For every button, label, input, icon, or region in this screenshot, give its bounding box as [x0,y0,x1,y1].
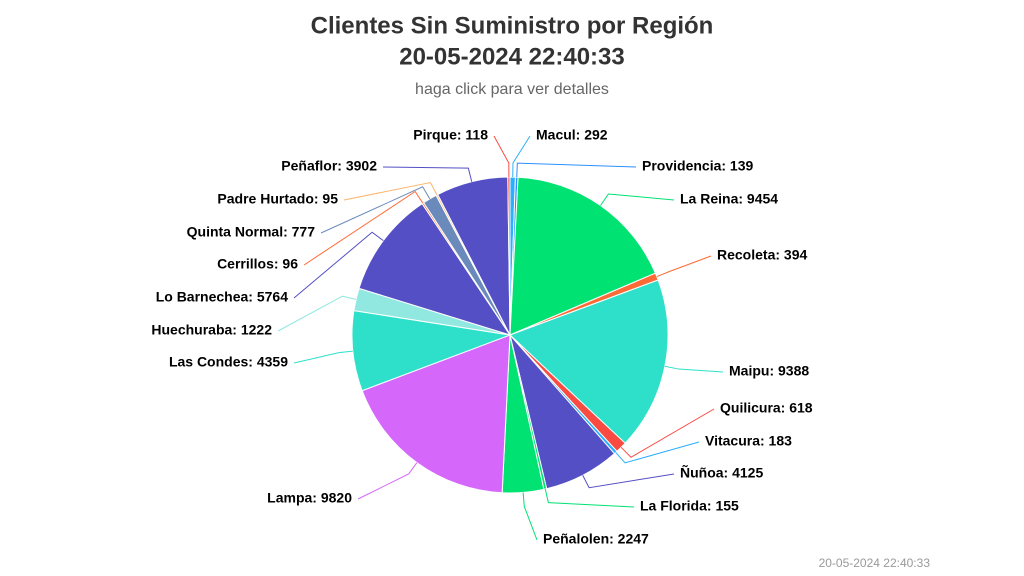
connector [512,135,531,178]
data-label: Cerrillos: 96 [217,256,298,272]
data-label: Maipu: 9388 [729,363,809,379]
pie-slice[interactable] [509,279,669,444]
pie-slice[interactable] [509,176,657,336]
connector [600,193,675,206]
chart-title: Clientes Sin Suministro por Región [311,12,714,39]
chart-title: 20-05-2024 22:40:33 [399,43,625,70]
connector [493,135,510,178]
chart-subtitle: haga click para ver detalles [415,81,609,98]
pie-slice[interactable] [358,202,512,336]
data-label: Lo Barnechea: 5764 [156,289,288,305]
data-label: Peñalolen: 2247 [543,531,649,547]
data-labels: Macul: 292 Providencia: 139 La Reina: 9454… [151,127,812,547]
connector [382,166,473,182]
data-label: Lampa: 9820 [267,490,352,506]
connector [544,488,635,508]
connector [522,492,538,541]
connector [293,350,353,364]
connector [277,295,357,332]
data-label: Ñuñoa: 4125 [680,464,763,481]
connector [516,162,637,178]
data-label: Quilicura: 618 [720,400,813,416]
data-label: Peñaflor: 3902 [281,158,377,174]
data-label: Recoleta: 394 [717,247,807,263]
credits: 20-05-2024 22:40:33 [819,556,931,570]
connector [582,473,675,489]
data-label: Quinta Normal: 777 [187,224,316,240]
connector [303,190,424,266]
connector [357,462,418,500]
data-label: Padre Hurtado: 95 [217,191,338,207]
connector [320,186,431,234]
data-label: Huechuraba: 1222 [151,322,272,338]
connector [293,231,384,299]
pie [351,176,669,494]
data-label: Vitacura: 183 [705,433,792,449]
data-label: Providencia: 139 [642,158,753,174]
data-label: La Reina: 9454 [680,191,778,207]
data-label: La Florida: 155 [640,498,739,514]
data-label: Las Condes: 4359 [169,354,288,370]
data-label: Pirque: 118 [413,127,488,143]
pie-slice[interactable] [361,334,511,494]
connector [656,255,712,278]
connector [620,408,715,458]
connector [343,181,438,201]
data-label: Macul: 292 [536,127,608,143]
connector [664,365,724,373]
connector [615,441,700,464]
